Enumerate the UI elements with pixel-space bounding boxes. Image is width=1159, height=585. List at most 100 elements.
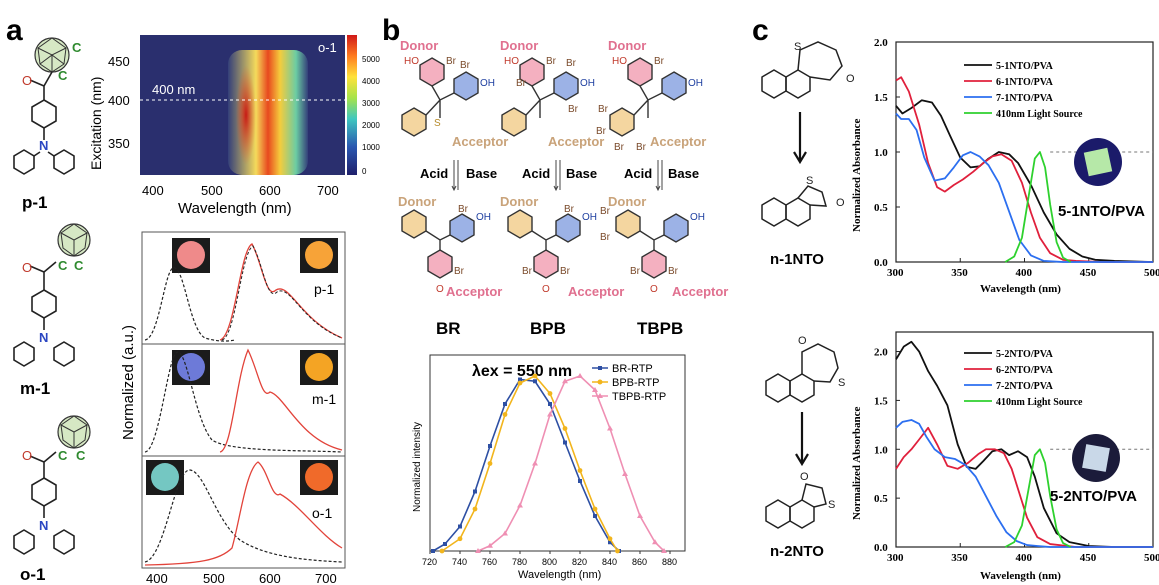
- data-point: [608, 536, 613, 541]
- data-point: [615, 549, 620, 554]
- heatmap-xtick: 500: [201, 183, 223, 198]
- donor-label: Donor: [500, 38, 538, 53]
- atom-label: O: [650, 284, 658, 295]
- chart-legend: BR-RTP BPB-RTP TBPB-RTP: [592, 363, 666, 403]
- acid-label: Acid: [522, 166, 550, 181]
- series-line-7-1NTO/PVA: [896, 114, 1153, 263]
- atom-label: Br: [522, 266, 533, 277]
- molecule-7-1nto: S O: [762, 41, 855, 98]
- equilibrium-arrow-icon: [554, 160, 560, 190]
- oxygen-label: O: [846, 73, 855, 85]
- legend-label-br: BR-RTP: [612, 363, 653, 375]
- legend-label-tbpb: TBPB-RTP: [612, 391, 666, 403]
- data-point: [488, 444, 492, 448]
- legend-label: 5-1NTO/PVA: [996, 61, 1054, 72]
- x-tick-label: 450: [1080, 552, 1097, 564]
- data-point: [532, 461, 538, 466]
- sulfur-label: S: [828, 499, 835, 511]
- p-1-fluorescence-trace: [145, 268, 235, 341]
- data-point: [548, 391, 553, 396]
- data-point: [458, 525, 462, 529]
- heatmap-xtick: 700: [317, 183, 339, 198]
- colorbar-tick: 1000: [362, 143, 380, 152]
- carbonyl-o-label: O: [22, 260, 32, 275]
- chart-ylabel: Normalized Absorbance: [851, 407, 863, 520]
- series-line-BPB-RTP: [442, 376, 618, 551]
- legend-marker-br: [598, 366, 602, 370]
- equilibrium-arrow-icon: [452, 160, 458, 190]
- data-point: [637, 513, 643, 518]
- atom-label: Br: [564, 204, 575, 215]
- legend-marker-bpb: [598, 380, 603, 385]
- heatmap-ylabel: Excitation (nm): [88, 77, 104, 170]
- y-tick-label: 0.0: [874, 257, 888, 269]
- y-tick-label: 2.0: [874, 347, 888, 359]
- legend-label: 410nm Light Source: [996, 397, 1083, 408]
- structure-bpb-base: OH Br Br Br O: [508, 204, 597, 295]
- atom-label: Br: [630, 266, 641, 277]
- atom-label: OH: [580, 78, 595, 89]
- spectra-xtick: 700: [315, 571, 337, 585]
- acid-label: Acid: [420, 166, 448, 181]
- chart-legend: 5-2NTO/PVA 6-2NTO/PVA 7-2NTO/PVA 410nm L…: [964, 349, 1083, 408]
- data-point: [622, 471, 628, 476]
- atom-label: Br: [566, 58, 577, 69]
- atom-label: Br: [600, 232, 611, 243]
- atom-label: HO: [404, 56, 419, 67]
- sample-photo-powder: [177, 353, 205, 381]
- molecule-p-1: C C O N: [14, 38, 82, 174]
- data-point: [593, 514, 597, 518]
- sample-photo-powder: [305, 241, 333, 269]
- structure-tbpb-base: OH Br Br Br Br O: [600, 206, 705, 295]
- data-point: [503, 402, 507, 406]
- legend-label: 7-1NTO/PVA: [996, 93, 1054, 104]
- colorbar-tick: 5000: [362, 55, 380, 64]
- x-tick-label: 860: [632, 557, 647, 567]
- data-point: [578, 468, 583, 473]
- colorbar-tick: 0: [362, 167, 367, 176]
- y-tick-label: 1.5: [874, 395, 888, 407]
- x-tick-label: 400: [1016, 267, 1033, 279]
- chart-ylabel: Normalized Absorbance: [851, 119, 863, 232]
- structure-bpb-acid: HO Br Br OH Br Br: [502, 56, 595, 136]
- oxygen-label: O: [798, 335, 807, 347]
- atom-label: Br: [654, 56, 665, 67]
- data-point: [577, 373, 583, 378]
- sample-photo-powder: [151, 463, 179, 491]
- donor-label: Donor: [608, 194, 646, 209]
- donor-label: Donor: [608, 38, 646, 53]
- atom-label: OH: [480, 78, 495, 89]
- x-tick-label: 840: [602, 557, 617, 567]
- atom-label: OH: [476, 212, 491, 223]
- arrow-down-icon: [794, 112, 806, 162]
- heatmap-ytick: 350: [108, 136, 130, 151]
- carborane-cage-icon: [58, 224, 90, 256]
- spectra-xtick: 600: [259, 571, 281, 585]
- molecule-o-1: C C O N: [14, 416, 90, 554]
- spectrum-label-m-1: m-1: [312, 391, 336, 407]
- sulfur-label: S: [794, 41, 801, 53]
- data-point: [518, 381, 523, 386]
- atom-label: Br: [560, 266, 571, 277]
- atom-label: HO: [612, 56, 627, 67]
- atom-label: Br: [446, 56, 457, 67]
- sample-photo-powder: [177, 241, 205, 269]
- data-point: [443, 542, 447, 546]
- spectra-stack: Normalized (a.u.) p-1 m-1 o-1: [120, 232, 345, 585]
- sample-photo-powder: [305, 463, 333, 491]
- molecule-7-2nto: O S: [766, 335, 845, 402]
- panel-c: c S O S O n-1NTO O S: [752, 14, 1159, 582]
- y-tick-label: 2.0: [874, 37, 888, 49]
- nitrogen-label: N: [39, 138, 48, 153]
- heatmap-peak: [236, 65, 256, 165]
- x-tick-label: 780: [512, 557, 527, 567]
- carborane-cage-icon: [35, 38, 69, 72]
- molecule-label-n-1nto: n-1NTO: [770, 251, 824, 268]
- chart-xlabel: Wavelength (nm): [518, 569, 601, 581]
- data-point: [607, 426, 613, 431]
- carborane-atom-label: C: [58, 68, 68, 83]
- data-point: [458, 536, 463, 541]
- spectra-xtick: 500: [203, 571, 225, 585]
- acceptor-label: Acceptor: [672, 284, 728, 299]
- acceptor-label: Acceptor: [452, 134, 508, 149]
